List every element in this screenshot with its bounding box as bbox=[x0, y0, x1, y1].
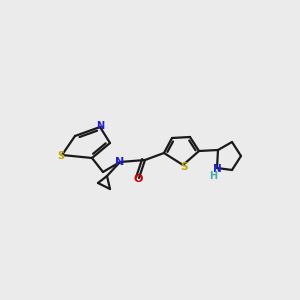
Text: O: O bbox=[133, 174, 143, 184]
Text: S: S bbox=[57, 151, 64, 161]
Text: N: N bbox=[96, 121, 104, 131]
Text: S: S bbox=[180, 162, 188, 172]
Text: N: N bbox=[213, 164, 221, 174]
Text: N: N bbox=[116, 157, 124, 167]
Text: H: H bbox=[209, 171, 217, 181]
